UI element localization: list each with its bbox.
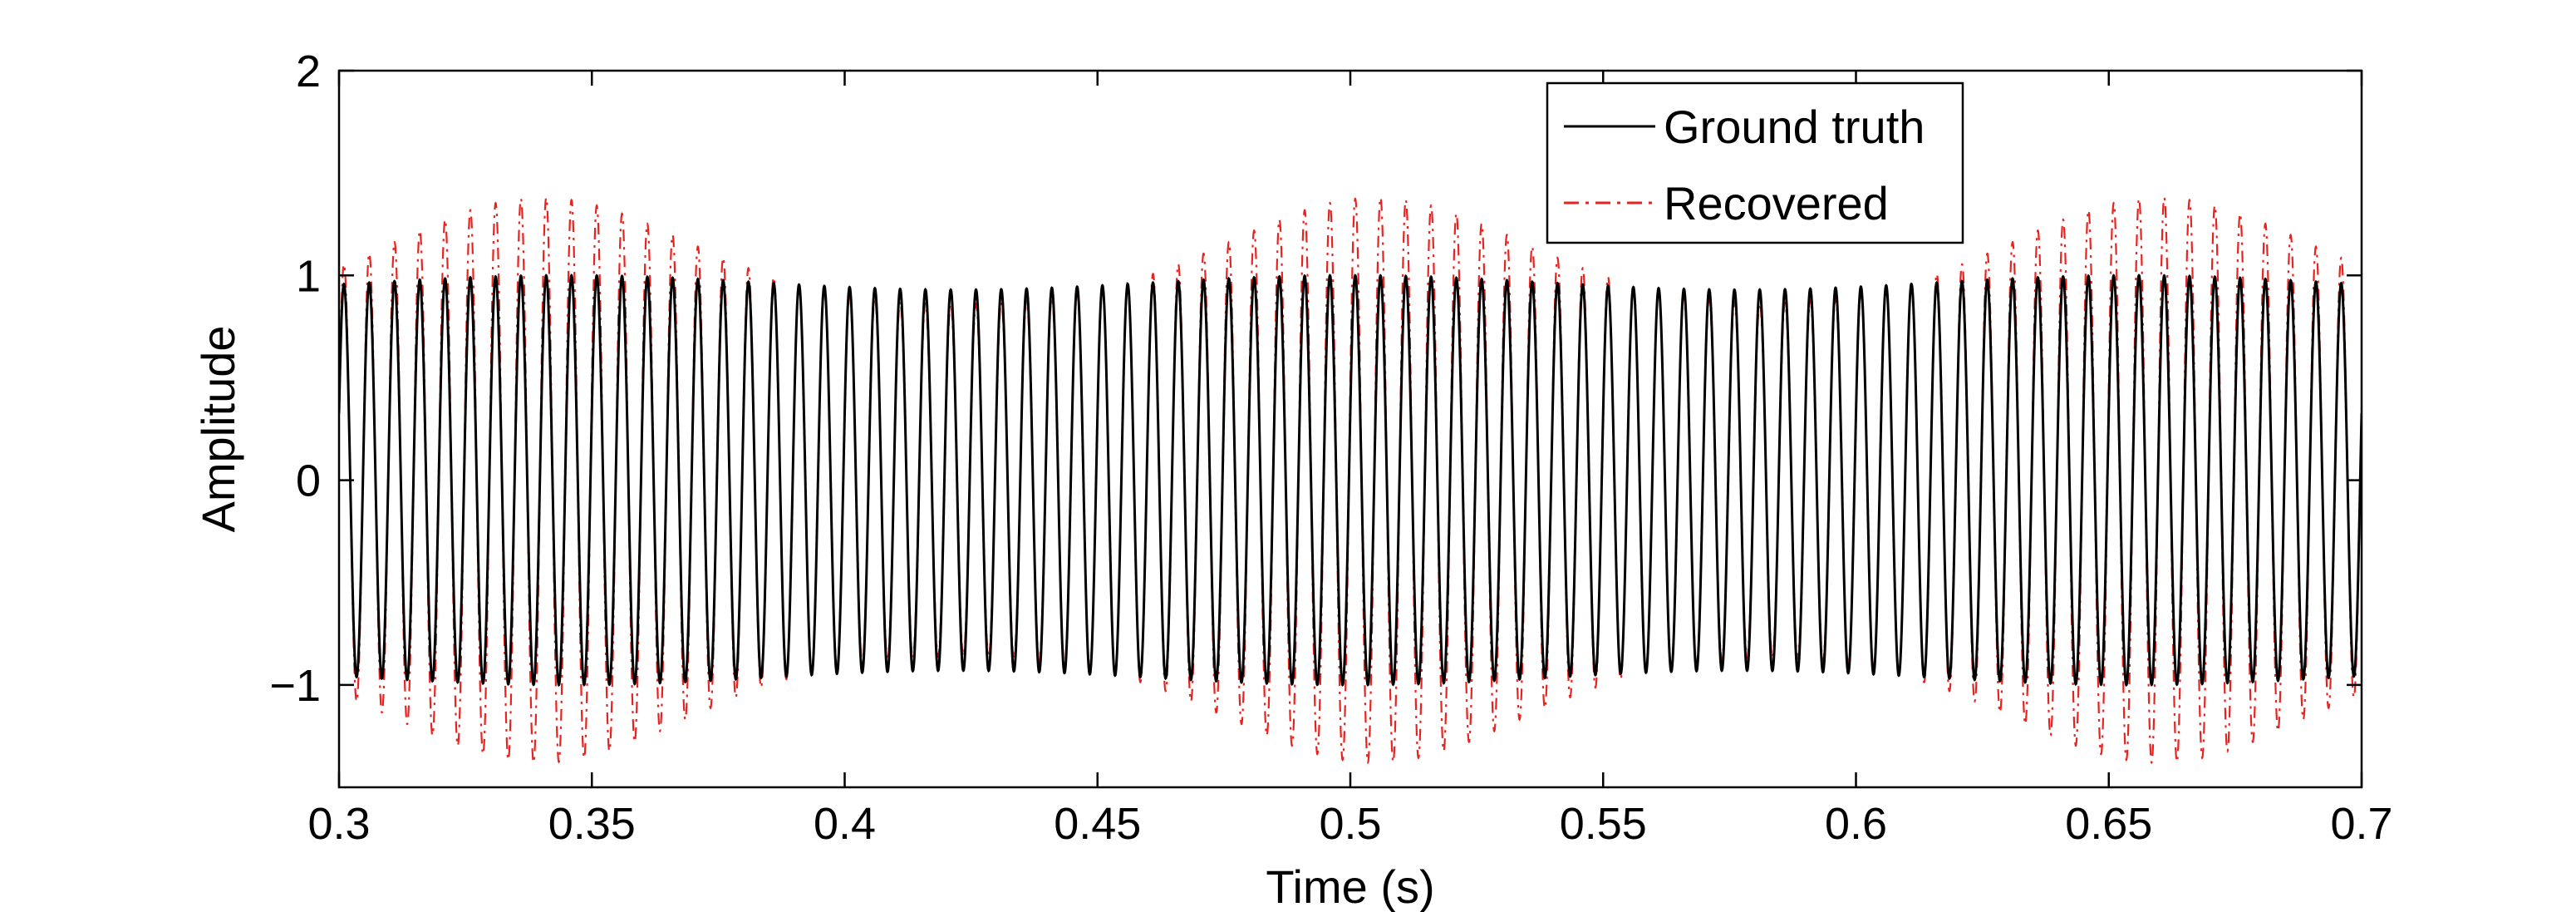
x-tick-label: 0.3 [307, 799, 370, 849]
x-tick-label: 0.4 [814, 799, 876, 849]
y-tick-label: 0 [296, 456, 321, 506]
series-line-ground-truth [339, 274, 2362, 688]
x-axis-title: Time (s) [1266, 860, 1434, 912]
x-tick-label: 0.35 [548, 799, 636, 849]
y-tick-label: −1 [269, 661, 321, 711]
y-tick-label: 1 [296, 251, 321, 301]
series-layer [339, 195, 2362, 765]
x-tick-label: 0.55 [1560, 799, 1647, 849]
tick-layer: 0.3 0.35 0.4 0.45 0.5 0.55 0.6 0.65 0.7 −1 0 1 2 [269, 47, 2392, 849]
legend: Ground truth Recovered [1546, 81, 1964, 244]
legend-box [1546, 81, 1964, 244]
y-tick-label: 2 [296, 47, 321, 96]
x-tick-label: 0.5 [1319, 799, 1381, 849]
x-tick-label: 0.45 [1054, 799, 1141, 849]
y-axis-title: Amplitude [192, 325, 244, 532]
legend-label-ground-truth: Ground truth [1664, 101, 1925, 153]
x-tick-label: 0.6 [1825, 799, 1887, 849]
x-tick-label: 0.65 [2065, 799, 2152, 849]
legend-label-recovered: Recovered [1664, 177, 1889, 229]
x-tick-label: 0.7 [2330, 799, 2392, 849]
